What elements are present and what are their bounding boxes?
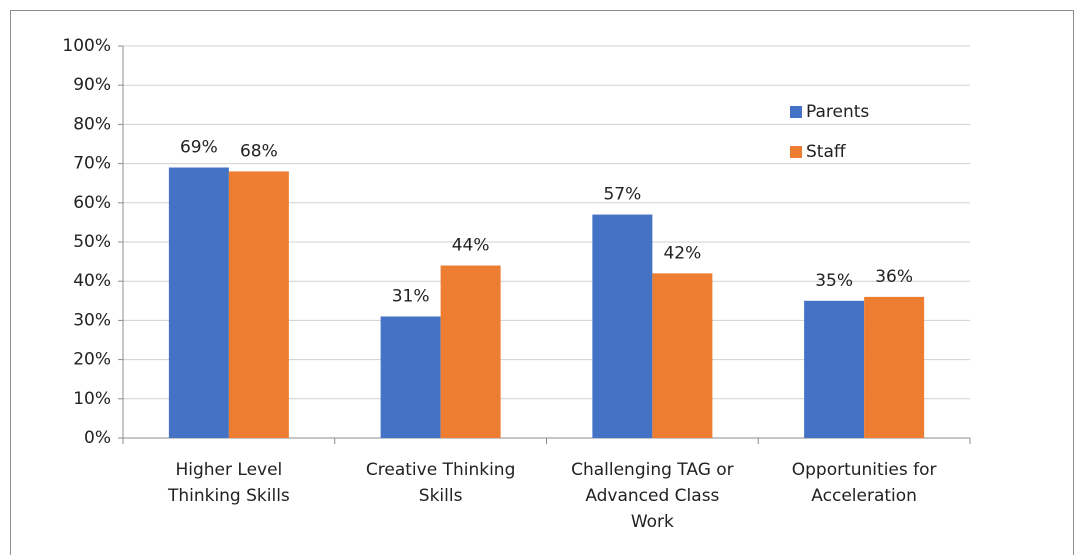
chart-frame (10, 10, 1074, 555)
bar (228, 171, 289, 438)
value-label: 69% (180, 138, 218, 158)
y-tick-label: 60% (73, 193, 111, 213)
value-label: 68% (240, 141, 278, 161)
y-tick-label: 100% (62, 36, 111, 56)
value-label: 35% (815, 271, 853, 291)
legend-swatch (790, 146, 802, 158)
value-label: 31% (392, 286, 430, 306)
legend-label: Parents (806, 102, 869, 122)
y-tick-label: 80% (73, 114, 111, 134)
bar (380, 316, 441, 438)
value-label: 57% (603, 185, 641, 205)
bar (804, 300, 865, 438)
y-tick-label: 0% (84, 428, 111, 448)
x-tick-label: Higher Level Thinking Skills (167, 460, 290, 506)
legend-swatch (790, 106, 802, 118)
x-tick-label: Creative Thinking Skills (366, 460, 515, 506)
bar (168, 167, 229, 438)
y-tick-label: 40% (73, 271, 111, 291)
x-tick-label: Opportunities for Acceleration (792, 460, 937, 506)
value-label: 36% (875, 267, 913, 287)
bar (652, 273, 713, 438)
y-tick-label: 90% (73, 75, 111, 95)
y-tick-label: 20% (73, 350, 111, 370)
x-tick-label: Challenging TAG or Advanced Class Work (571, 460, 734, 532)
value-label: 44% (452, 236, 490, 256)
bar (864, 296, 925, 438)
value-label: 42% (663, 243, 701, 263)
y-tick-label: 10% (73, 389, 111, 409)
y-tick-label: 30% (73, 310, 111, 330)
y-tick-label: 50% (73, 232, 111, 252)
y-tick-label: 70% (73, 154, 111, 174)
legend-label: Staff (806, 142, 847, 162)
bar (592, 214, 653, 438)
bar (440, 265, 501, 438)
